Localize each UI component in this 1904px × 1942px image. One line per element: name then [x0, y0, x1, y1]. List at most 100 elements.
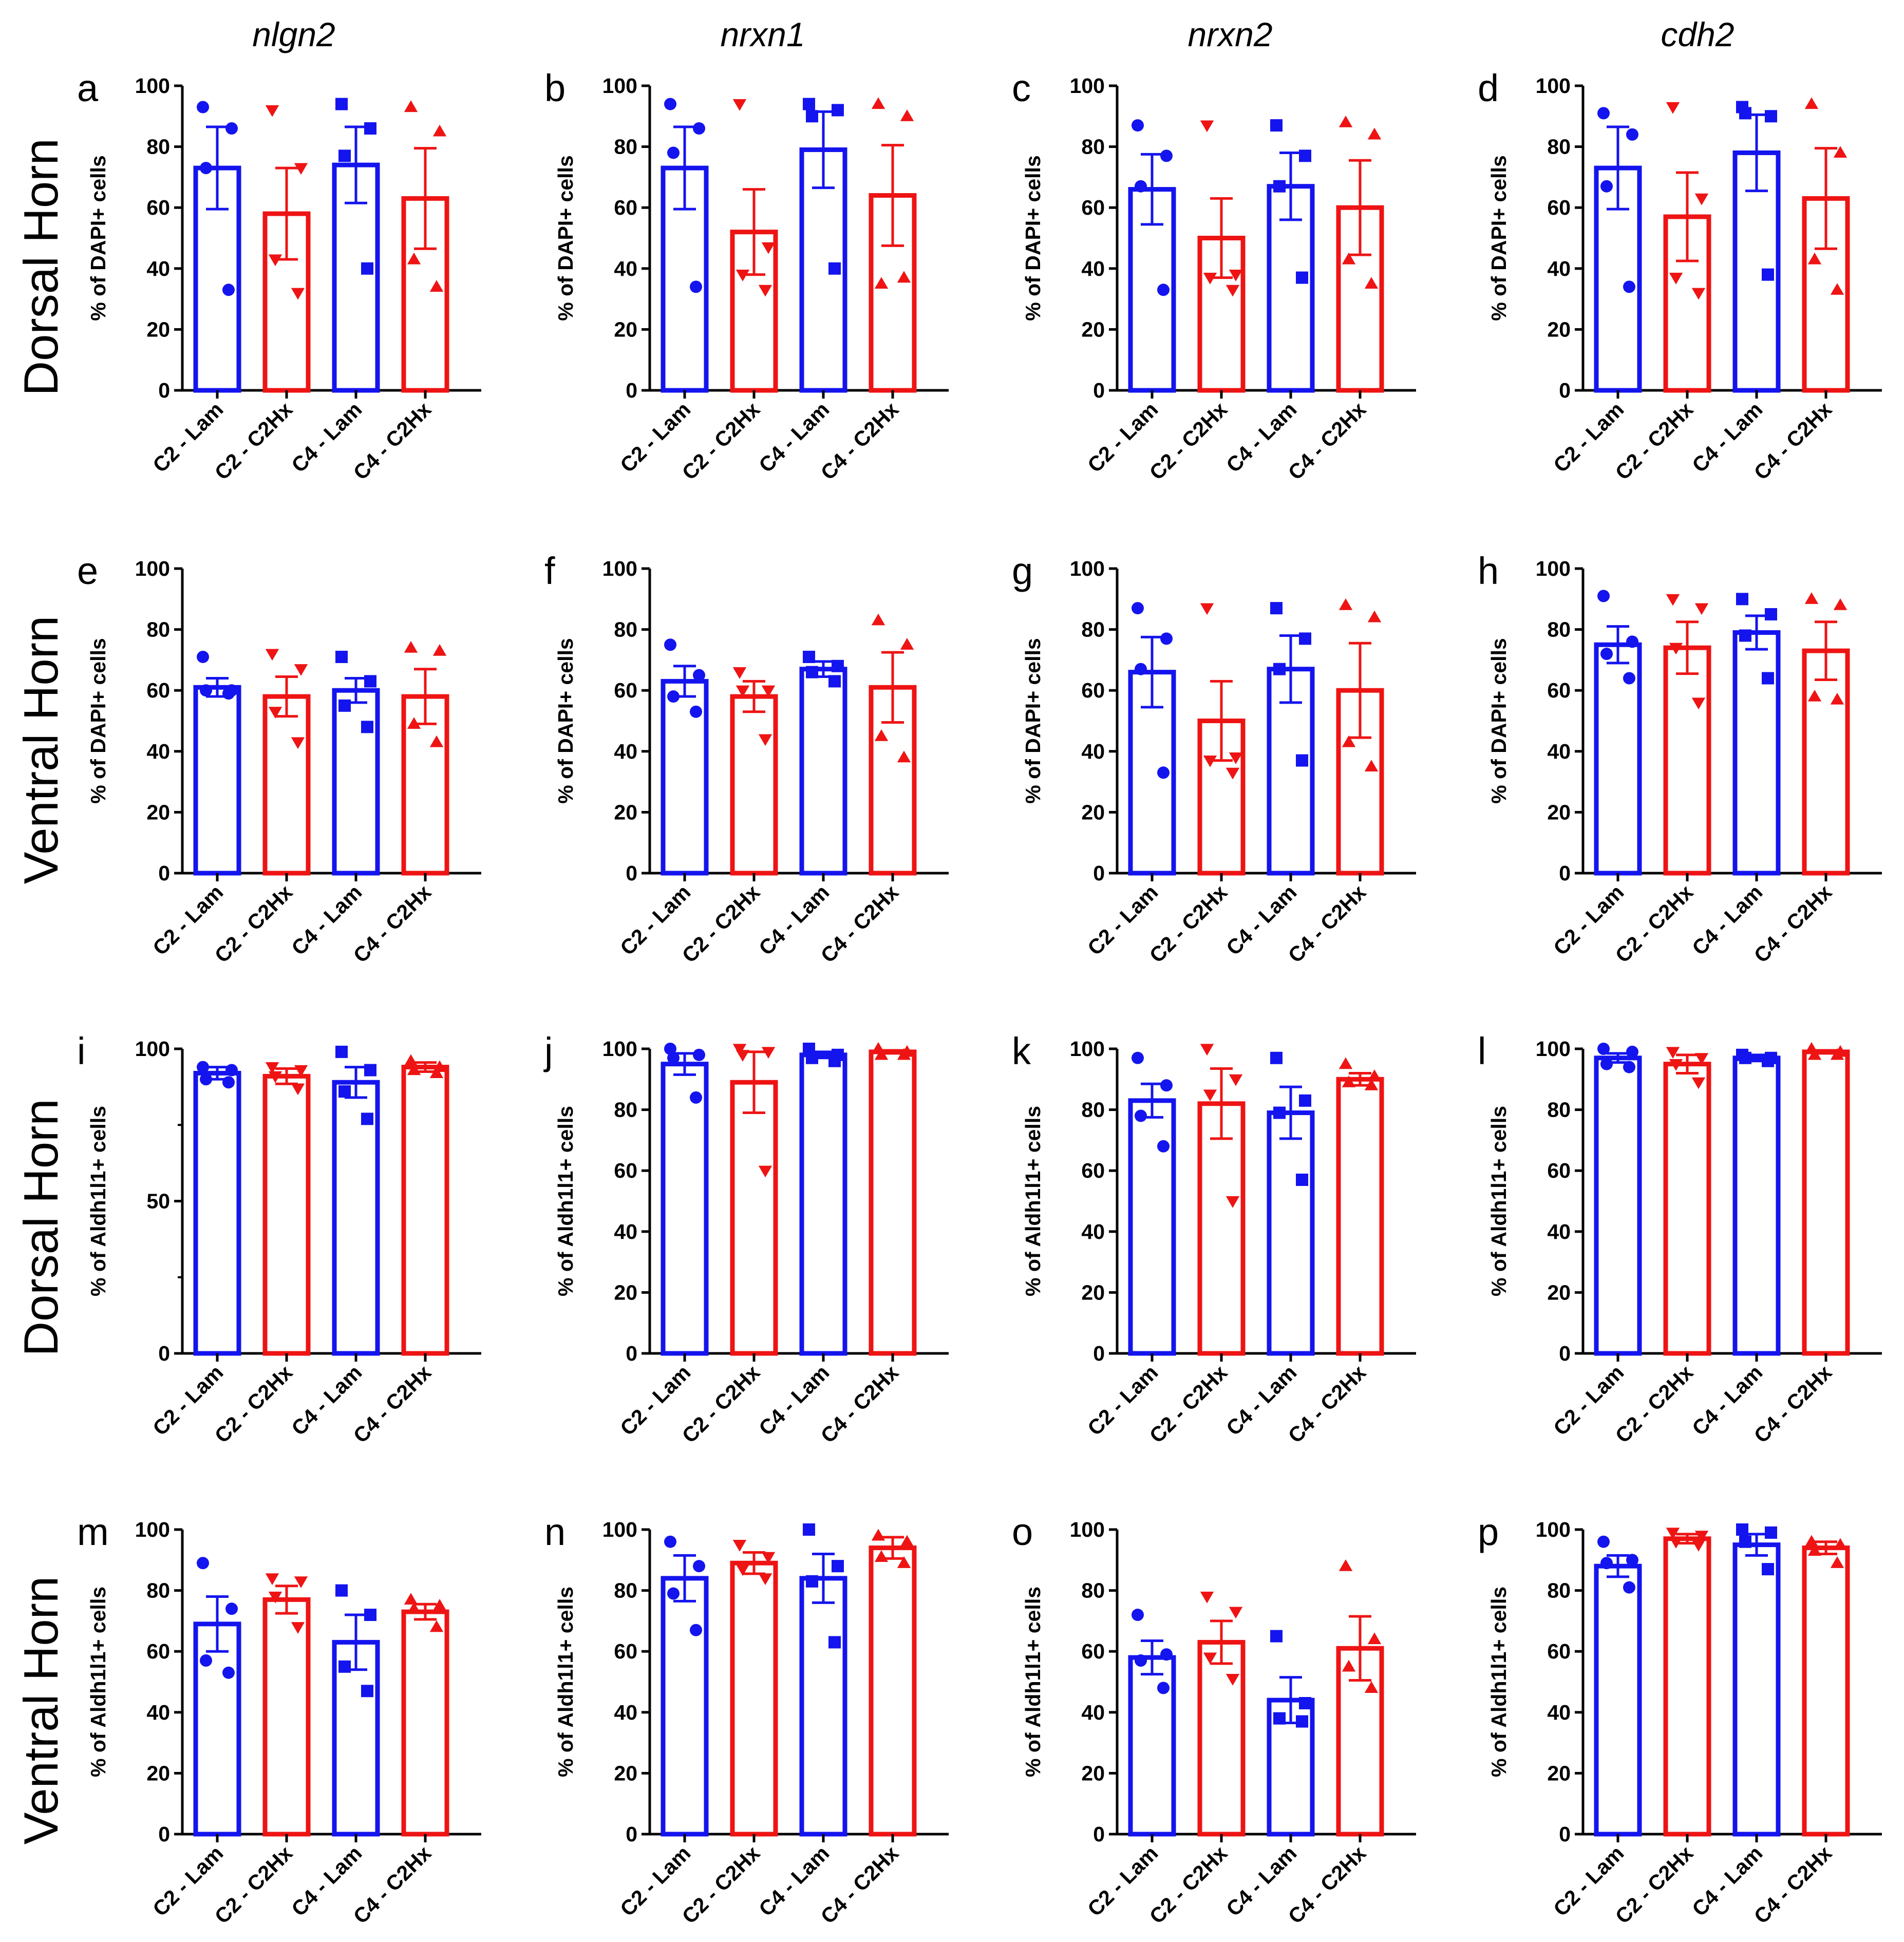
data-point	[404, 640, 418, 653]
y-axis-label: % of Aldh1l1+ cells	[1487, 1106, 1511, 1296]
y-tick-label: 20	[1547, 800, 1571, 824]
bar	[730, 1080, 778, 1356]
panel-letter: g	[1012, 550, 1033, 592]
y-tick-label: 100	[1536, 1518, 1571, 1541]
data-point	[667, 1587, 680, 1600]
data-point	[294, 163, 308, 175]
data-point	[268, 707, 282, 719]
y-axis-label: % of DAPI+ cells	[86, 155, 110, 320]
data-point	[364, 1609, 376, 1622]
data-point	[1669, 643, 1683, 655]
y-tick-label: 20	[1081, 317, 1105, 341]
y-tick-label: 80	[1547, 1579, 1571, 1602]
data-point	[1132, 119, 1144, 132]
y-tick-label: 100	[1070, 557, 1105, 580]
panel-letter: a	[77, 67, 99, 109]
data-point	[1160, 632, 1173, 645]
data-point	[1807, 689, 1822, 702]
data-point	[225, 1602, 238, 1615]
row-label-dorsal-horn-1: Dorsal Horn	[14, 138, 68, 396]
data-point	[1830, 283, 1844, 295]
y-tick-label: 0	[626, 861, 637, 885]
data-point	[294, 664, 308, 676]
data-point	[1623, 672, 1635, 685]
data-point	[1299, 1094, 1311, 1107]
data-point	[874, 277, 889, 289]
data-point	[1666, 102, 1680, 114]
data-point	[1762, 1563, 1774, 1576]
data-point	[1762, 672, 1774, 685]
data-point	[268, 1591, 282, 1604]
y-axis-label: % of DAPI+ cells	[554, 638, 577, 803]
y-tick-label: 100	[602, 557, 637, 580]
y-tick-label: 20	[146, 800, 170, 824]
data-point	[1135, 180, 1147, 193]
data-point	[361, 1113, 373, 1125]
data-point	[828, 1636, 841, 1649]
data-point	[268, 1071, 282, 1083]
data-point	[761, 242, 776, 254]
data-point	[690, 280, 702, 293]
data-point	[429, 1066, 444, 1079]
data-point	[1157, 284, 1170, 296]
y-tick-label: 20	[614, 317, 637, 341]
data-point	[690, 705, 702, 718]
data-point	[693, 122, 705, 135]
data-point	[1226, 285, 1240, 297]
data-point	[1597, 590, 1610, 602]
data-point	[690, 1624, 702, 1636]
data-point	[1299, 1697, 1311, 1710]
bar	[661, 1576, 709, 1837]
data-point	[1739, 1535, 1751, 1548]
data-point	[828, 262, 841, 275]
y-axis-label: % of DAPI+ cells	[86, 638, 110, 803]
data-point	[1669, 1059, 1683, 1071]
bar	[799, 667, 847, 876]
column-title-cdh2: cdh2	[1661, 15, 1734, 53]
data-point	[1597, 1535, 1610, 1548]
data-point	[832, 104, 844, 117]
y-tick-label: 40	[1547, 740, 1571, 763]
data-point	[197, 1061, 209, 1073]
y-tick-label: 80	[146, 1579, 170, 1602]
panel-letter: f	[544, 550, 555, 592]
data-point	[1804, 592, 1819, 604]
data-point	[1804, 1535, 1819, 1547]
data-point	[871, 1529, 885, 1541]
data-point	[1200, 1044, 1214, 1056]
data-point	[1273, 180, 1286, 193]
y-tick-label: 40	[614, 1220, 637, 1243]
data-point	[1342, 252, 1356, 265]
data-point	[1626, 128, 1638, 141]
y-tick-label: 60	[614, 1639, 637, 1663]
data-point	[268, 254, 282, 267]
y-axis-label: % of DAPI+ cells	[1021, 155, 1045, 320]
y-tick-label: 80	[1547, 1098, 1571, 1122]
data-point	[294, 1576, 308, 1589]
y-tick-label: 0	[1559, 1342, 1571, 1365]
data-point	[1296, 1173, 1308, 1186]
data-point	[1135, 1654, 1147, 1667]
data-point	[1296, 1715, 1308, 1728]
data-point	[897, 1048, 911, 1060]
data-point	[291, 1083, 305, 1096]
y-tick-label: 60	[1081, 1159, 1105, 1182]
data-point	[803, 650, 815, 663]
data-point	[874, 1048, 889, 1060]
data-point	[1160, 1079, 1173, 1092]
data-point	[732, 1044, 747, 1056]
y-tick-label: 80	[614, 135, 637, 159]
data-point	[806, 110, 818, 123]
data-point	[1691, 1540, 1706, 1552]
data-point	[803, 98, 815, 110]
bar	[1732, 1542, 1781, 1837]
y-tick-label: 100	[135, 1037, 170, 1061]
data-point	[1626, 635, 1638, 648]
